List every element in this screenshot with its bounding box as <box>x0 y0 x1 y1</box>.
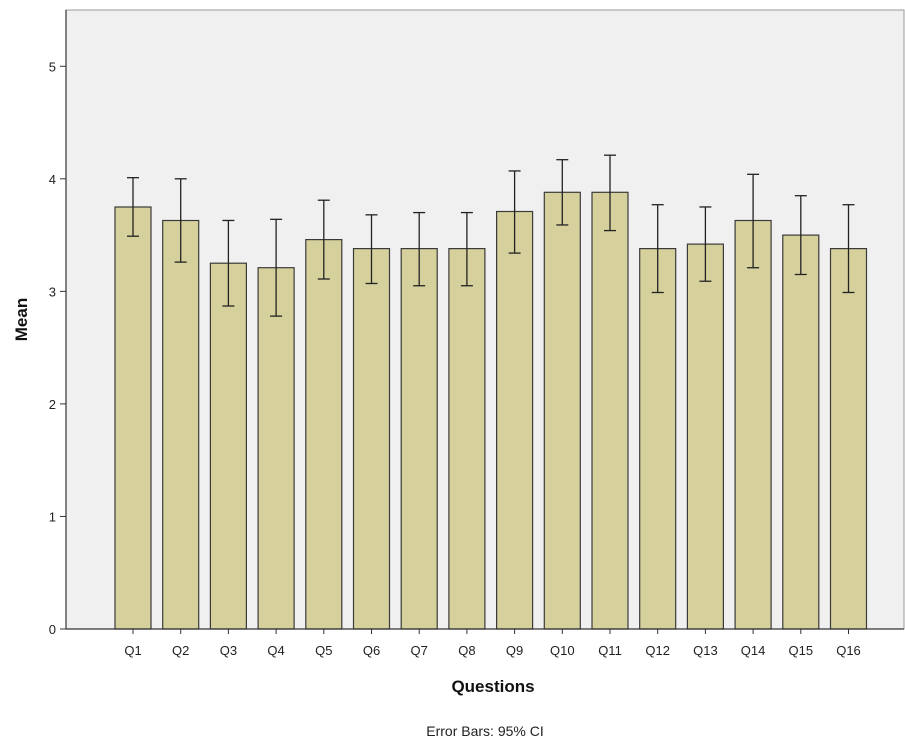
x-tick-label: Q12 <box>645 643 670 658</box>
error-bar-q3 <box>222 219 235 307</box>
bar-q11 <box>591 191 629 630</box>
error-bar-q14 <box>747 173 760 269</box>
error-bars-footnote: Error Bars: 95% CI <box>426 723 543 739</box>
x-axis-title: Questions <box>451 677 534 696</box>
error-bar-q6 <box>365 214 378 285</box>
error-bar-q5 <box>317 199 330 280</box>
error-bar-q11 <box>604 154 616 232</box>
y-tick-label: 4 <box>49 172 56 187</box>
bar-q15 <box>782 234 820 630</box>
x-tick-label: Q11 <box>598 643 622 658</box>
y-tick-label: 0 <box>49 622 56 637</box>
x-tick-label: Q4 <box>267 643 284 658</box>
error-bar-q9 <box>508 170 521 254</box>
bar-q12 <box>639 248 677 630</box>
error-bar-q13 <box>699 206 712 282</box>
x-tick-label: Q15 <box>789 643 814 658</box>
bar-q1 <box>114 206 152 630</box>
bar-q10 <box>543 191 581 630</box>
x-tick-label: Q7 <box>411 643 428 658</box>
error-bar-q2 <box>174 178 187 263</box>
axis-layer: Q1 Q2 Q3 Q4 Q5 Q6 Q7 Q8 Q9 Q10 Q11 Q12 Q13 Q14 Q15 Q16 0… <box>49 10 904 658</box>
error-bar-q7 <box>413 211 426 287</box>
bar-q13 <box>686 243 725 630</box>
bar-q14 <box>734 219 772 630</box>
bar-q9 <box>496 210 534 630</box>
bar-q4 <box>257 267 295 630</box>
y-tick-label: 1 <box>49 509 56 524</box>
bars-layer <box>114 191 868 630</box>
bar-q6 <box>352 248 391 630</box>
x-tick-label: Q2 <box>172 643 189 658</box>
error-bar-q8 <box>460 211 473 287</box>
x-tick-label: Q5 <box>315 643 332 658</box>
y-tick-label: 2 <box>49 397 56 412</box>
y-tick-label: 5 <box>49 59 56 74</box>
bar-q3 <box>209 262 247 630</box>
bar-q5 <box>305 239 343 630</box>
error-bar-q12 <box>651 204 664 294</box>
y-tick-label: 3 <box>49 284 56 299</box>
x-tick-label: Q8 <box>458 643 475 658</box>
error-bar-q1 <box>127 177 139 237</box>
bar-q7 <box>400 248 438 630</box>
x-tick-label: Q10 <box>550 643 575 658</box>
x-tick-label: Q1 <box>124 643 141 658</box>
error-bar-q16 <box>842 204 855 294</box>
bar-q16 <box>829 248 868 630</box>
x-tick-label: Q16 <box>836 643 861 658</box>
bar-q8 <box>448 248 486 630</box>
y-axis-title: Mean <box>12 298 31 341</box>
x-tick-label: Q13 <box>693 643 718 658</box>
error-bars-layer <box>127 154 855 317</box>
x-tick-label: Q9 <box>506 643 523 658</box>
x-tick-label: Q3 <box>220 643 237 658</box>
error-bar-q10 <box>556 159 569 226</box>
x-tick-label: Q6 <box>363 643 380 658</box>
error-bar-q4 <box>270 218 283 317</box>
error-bar-q15 <box>794 195 807 276</box>
bar-q2 <box>162 219 200 630</box>
x-tick-label: Q14 <box>741 643 766 658</box>
